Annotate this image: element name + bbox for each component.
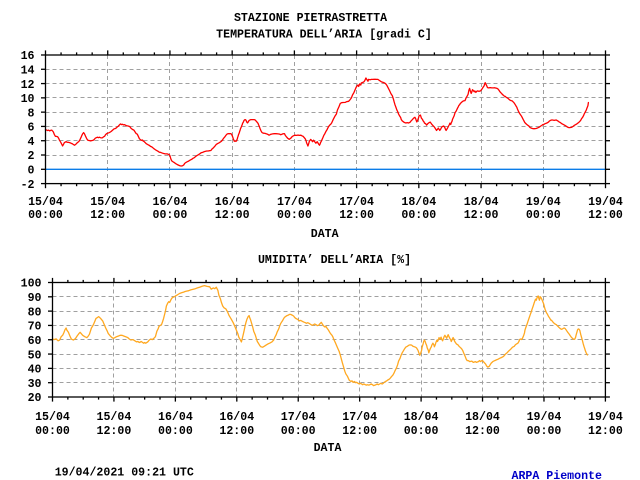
svg-text:15/04: 15/04 <box>35 411 70 424</box>
svg-text:00:00: 00:00 <box>158 425 193 438</box>
svg-text:12:00: 12:00 <box>588 425 623 438</box>
svg-text:12:00: 12:00 <box>215 209 250 222</box>
svg-text:00:00: 00:00 <box>526 209 561 222</box>
svg-text:8: 8 <box>28 107 35 120</box>
svg-text:12:00: 12:00 <box>464 209 499 222</box>
svg-text:00:00: 00:00 <box>153 209 188 222</box>
svg-text:2: 2 <box>28 150 35 163</box>
svg-text:50: 50 <box>28 349 42 362</box>
svg-text:DATA: DATA <box>314 442 342 455</box>
svg-text:UMIDITA’ DELL’ARIA [%]: UMIDITA’ DELL’ARIA [%] <box>258 254 411 267</box>
svg-text:16/04: 16/04 <box>158 411 193 424</box>
svg-text:18/04: 18/04 <box>404 411 439 424</box>
svg-text:70: 70 <box>28 321 42 334</box>
svg-text:6: 6 <box>28 122 35 135</box>
svg-text:19/04: 19/04 <box>588 411 623 424</box>
svg-text:19/04: 19/04 <box>588 196 623 209</box>
svg-text:17/04: 17/04 <box>339 196 374 209</box>
svg-text:4: 4 <box>28 136 35 149</box>
svg-text:12:00: 12:00 <box>465 425 500 438</box>
svg-text:-2: -2 <box>21 179 35 192</box>
svg-text:60: 60 <box>28 335 42 348</box>
svg-text:0: 0 <box>28 165 35 178</box>
svg-text:12:00: 12:00 <box>342 425 377 438</box>
svg-text:12:00: 12:00 <box>90 209 125 222</box>
svg-text:15/04: 15/04 <box>28 196 63 209</box>
svg-text:12:00: 12:00 <box>219 425 254 438</box>
svg-text:00:00: 00:00 <box>35 425 70 438</box>
svg-text:19/04/2021 09:21 UTC: 19/04/2021 09:21 UTC <box>55 467 194 480</box>
svg-text:40: 40 <box>28 364 42 377</box>
svg-text:12:00: 12:00 <box>339 209 374 222</box>
svg-text:ARPA Piemonte: ARPA Piemonte <box>512 470 602 480</box>
svg-text:00:00: 00:00 <box>277 209 312 222</box>
svg-text:90: 90 <box>28 292 42 305</box>
svg-text:18/04: 18/04 <box>401 196 436 209</box>
svg-text:18/04: 18/04 <box>465 411 500 424</box>
svg-text:12: 12 <box>21 79 35 92</box>
svg-text:20: 20 <box>28 392 42 405</box>
svg-text:00:00: 00:00 <box>401 209 436 222</box>
svg-text:00:00: 00:00 <box>281 425 316 438</box>
svg-text:10: 10 <box>21 93 35 106</box>
svg-text:17/04: 17/04 <box>277 196 312 209</box>
svg-text:18/04: 18/04 <box>464 196 499 209</box>
svg-text:17/04: 17/04 <box>281 411 316 424</box>
svg-text:15/04: 15/04 <box>97 411 132 424</box>
svg-text:DATA: DATA <box>311 228 339 241</box>
svg-text:16/04: 16/04 <box>219 411 254 424</box>
svg-text:19/04: 19/04 <box>526 196 561 209</box>
svg-text:TEMPERATURA DELL’ARIA [gradi C: TEMPERATURA DELL’ARIA [gradi C] <box>216 28 432 41</box>
svg-text:30: 30 <box>28 378 42 391</box>
svg-text:17/04: 17/04 <box>342 411 377 424</box>
svg-text:80: 80 <box>28 306 42 319</box>
svg-text:16: 16 <box>21 50 35 63</box>
svg-text:12:00: 12:00 <box>97 425 132 438</box>
svg-text:STAZIONE PIETRASTRETTA: STAZIONE PIETRASTRETTA <box>234 12 387 25</box>
svg-text:12:00: 12:00 <box>588 209 623 222</box>
svg-text:16/04: 16/04 <box>215 196 250 209</box>
svg-text:16/04: 16/04 <box>153 196 188 209</box>
svg-text:00:00: 00:00 <box>404 425 439 438</box>
svg-text:100: 100 <box>21 278 42 291</box>
svg-text:19/04: 19/04 <box>527 411 562 424</box>
svg-text:00:00: 00:00 <box>527 425 562 438</box>
svg-text:14: 14 <box>21 65 35 78</box>
svg-text:00:00: 00:00 <box>28 209 63 222</box>
svg-text:15/04: 15/04 <box>90 196 125 209</box>
